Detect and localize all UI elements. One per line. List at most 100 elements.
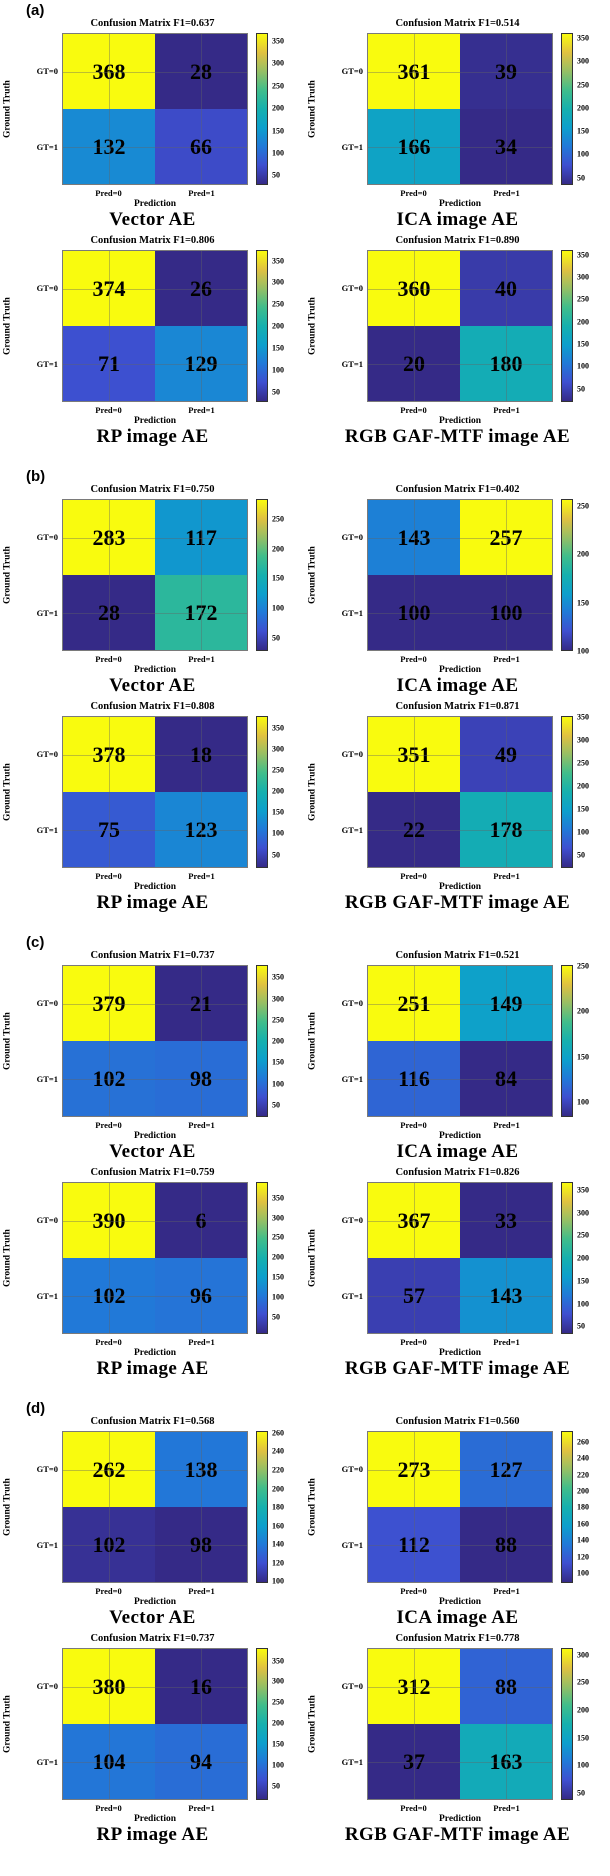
matrix-cell: 138 — [155, 1432, 247, 1507]
x-axis-label: Prediction — [438, 665, 482, 675]
model-name: ICA image AE — [396, 1141, 519, 1162]
model-name: Vector AE — [109, 1607, 196, 1628]
y-tick-label: GT=1 — [36, 608, 58, 618]
model-name: RP image AE — [96, 892, 209, 913]
matrix-cell: 360 — [368, 251, 460, 326]
colorbar-tick-label: 300 — [577, 56, 589, 66]
colorbar-tick-label: 200 — [577, 317, 589, 326]
x-tick-label: Pred=0 — [95, 1586, 122, 1596]
heatmap: 374 26 71 129 — [62, 250, 248, 402]
heatmap: 262 138 102 98 — [62, 1431, 248, 1583]
y-axis-label: Ground Truth — [2, 763, 13, 821]
colorbar-tick-label: 150 — [577, 1052, 589, 1062]
colorbar-tick-label: 150 — [272, 126, 284, 135]
y-axis-label: Ground Truth — [307, 763, 318, 821]
matrix-cell: 132 — [63, 109, 155, 184]
colorbar-tick-label: 250 — [272, 299, 284, 309]
x-tick-label: Pred=0 — [95, 1337, 122, 1347]
matrix-cell: 102 — [63, 1507, 155, 1582]
colorbar-tick-label: 150 — [272, 1057, 284, 1067]
y-tick-label: GT=1 — [36, 1540, 58, 1550]
matrix-cell: 390 — [63, 1183, 155, 1258]
matrix-cell: 117 — [155, 500, 247, 575]
x-axis-label: Prediction — [438, 1348, 482, 1358]
colorbar-tick-label: 120 — [577, 1552, 589, 1562]
colorbar-tick-label: 300 — [272, 277, 284, 287]
confusion-matrix-chart: Confusion Matrix F1=0.806 Ground Truth GT=… — [0, 233, 305, 450]
matrix-cell: 178 — [460, 792, 552, 867]
y-tick-label: GT=1 — [341, 1074, 363, 1084]
colorbar-tick-label: 200 — [577, 781, 589, 791]
colorbar-tick-label: 100 — [577, 646, 589, 656]
x-tick-label: Pred=0 — [400, 1803, 427, 1813]
matrix-cell: 166 — [368, 109, 460, 184]
colorbar-tick-label: 150 — [577, 1733, 589, 1742]
x-tick-label: Pred=1 — [493, 1120, 520, 1130]
colorbar-tick-label: 100 — [272, 148, 284, 158]
heatmap: 360 40 20 180 — [367, 250, 553, 402]
x-tick-label: Pred=1 — [493, 1337, 520, 1347]
colorbar-tick-label: 50 — [272, 1312, 280, 1322]
colorbar-tick-label: 350 — [272, 256, 284, 265]
y-tick-label: GT=0 — [36, 66, 58, 76]
y-tick-label: GT=1 — [341, 1757, 363, 1767]
colorbar-tick-label: 260 — [577, 1437, 589, 1447]
model-name: Vector AE — [109, 209, 196, 230]
colorbar-tick-label: 140 — [272, 1539, 284, 1549]
colorbar-tick-label: 50 — [577, 1321, 585, 1331]
matrix-cell: 112 — [368, 1507, 460, 1582]
y-tick-label: GT=0 — [341, 1681, 363, 1691]
colorbar-tick-label: 50 — [577, 1788, 585, 1798]
colorbar-tick-label: 200 — [577, 1006, 589, 1016]
colorbar-tick-label: 350 — [577, 712, 589, 721]
matrix-cell: 100 — [368, 575, 460, 650]
y-tick-label: GT=0 — [341, 1215, 363, 1225]
colorbar-tick-label: 180 — [272, 1502, 284, 1512]
panel-grid: Confusion Matrix F1=0.737 Ground Truth GT=… — [0, 948, 610, 1382]
model-name: ICA image AE — [396, 675, 519, 696]
confusion-matrix-chart: Confusion Matrix F1=0.890 Ground Truth GT=… — [305, 233, 610, 450]
colorbar-tick-label: 100 — [577, 1760, 589, 1770]
matrix-cell: 104 — [63, 1724, 155, 1799]
colorbar-tick-label: 100 — [272, 1760, 284, 1770]
matrix-cell: 262 — [63, 1432, 155, 1507]
chart-title: Confusion Matrix F1=0.568 — [90, 1416, 215, 1427]
colorbar-tick-label: 50 — [272, 170, 280, 180]
y-tick-label: GT=1 — [36, 1291, 58, 1301]
heatmap: 251 149 116 84 — [367, 965, 553, 1117]
colorbar-tick-label: 350 — [272, 723, 284, 733]
x-axis-label: Prediction — [133, 199, 177, 209]
colorbar — [256, 499, 268, 651]
x-tick-label: Pred=1 — [188, 188, 215, 198]
chart-title: Confusion Matrix F1=0.759 — [90, 1167, 215, 1178]
matrix-cell: 172 — [155, 575, 247, 650]
colorbar-tick-label: 250 — [577, 294, 589, 304]
confusion-matrix-chart: Confusion Matrix F1=0.871 Ground Truth GT=… — [305, 699, 610, 916]
x-tick-label: Pred=1 — [188, 405, 215, 415]
matrix-cell: 21 — [155, 966, 247, 1041]
y-axis-label: Ground Truth — [2, 1695, 13, 1753]
x-tick-label: Pred=0 — [400, 188, 427, 198]
colorbar-tick-label: 140 — [577, 1535, 589, 1545]
model-name: ICA image AE — [396, 209, 519, 230]
colorbar — [256, 716, 268, 868]
x-tick-label: Pred=0 — [95, 188, 122, 198]
x-tick-label: Pred=1 — [188, 1337, 215, 1347]
y-tick-label: GT=0 — [36, 283, 58, 293]
colorbar-tick-label: 250 — [577, 1677, 589, 1687]
confusion-matrix-chart: Confusion Matrix F1=0.514 Ground Truth GT=… — [305, 16, 610, 233]
colorbar-tick-label: 250 — [272, 1015, 284, 1025]
panel-label: (b) — [26, 468, 46, 485]
colorbar-tick-label: 350 — [577, 1185, 589, 1195]
colorbar-tick-label: 150 — [577, 598, 589, 608]
colorbar-tick-label: 250 — [272, 765, 284, 775]
matrix-cell: 127 — [460, 1432, 552, 1507]
x-tick-label: Pred=1 — [493, 188, 520, 198]
colorbar — [256, 1182, 268, 1334]
matrix-cell: 378 — [63, 717, 155, 792]
matrix-cell: 98 — [155, 1041, 247, 1116]
y-tick-label: GT=0 — [36, 749, 58, 759]
x-tick-label: Pred=0 — [95, 405, 122, 415]
colorbar-tick-label: 150 — [272, 807, 284, 817]
matrix-cell: 143 — [460, 1258, 552, 1333]
